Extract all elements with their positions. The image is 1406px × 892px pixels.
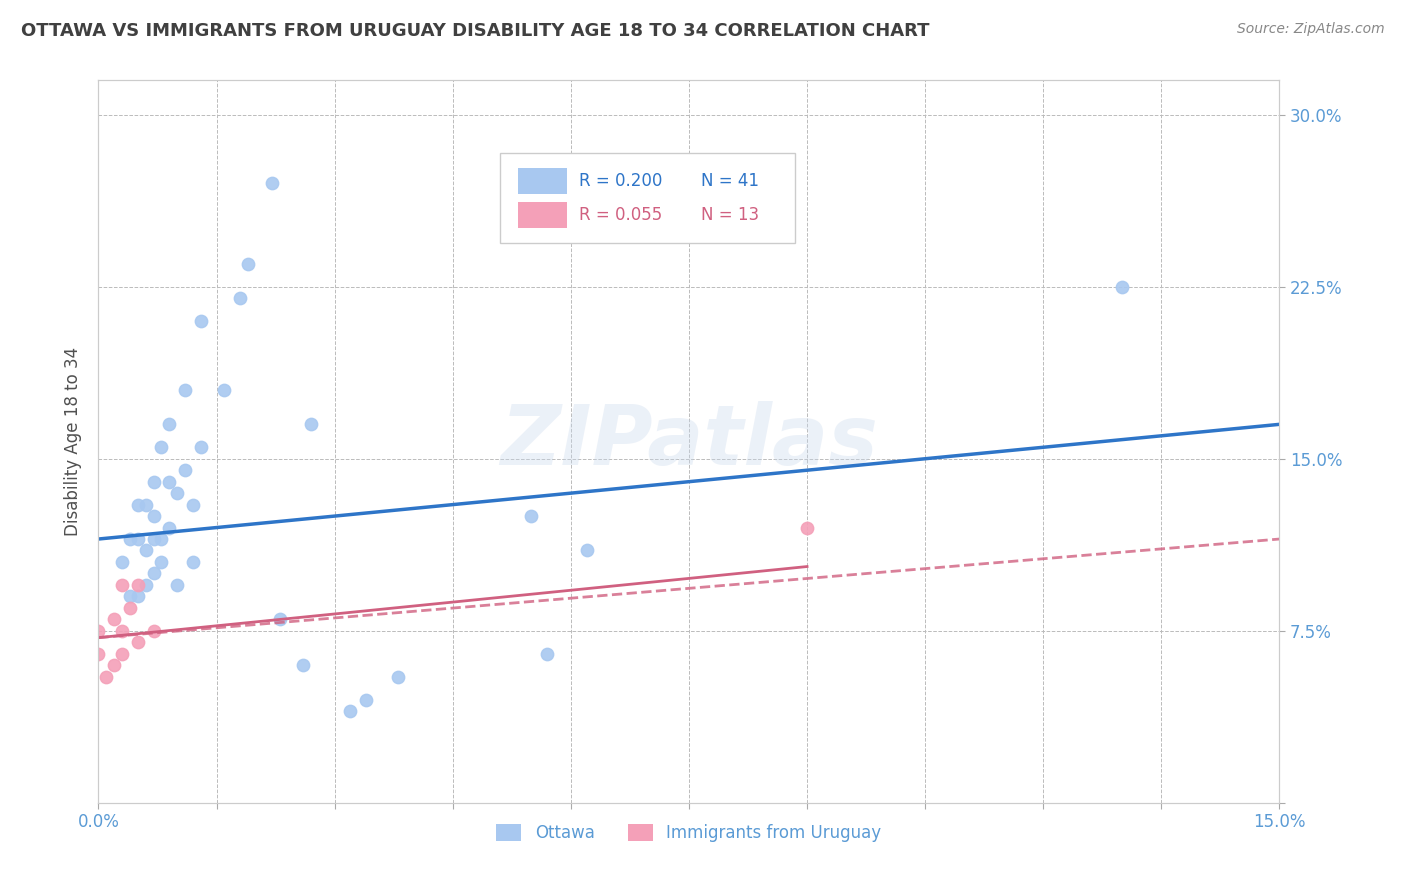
Point — [292, 658, 315, 673]
Point — [103, 612, 125, 626]
Point — [387, 670, 409, 684]
Point — [214, 383, 236, 397]
Point — [118, 590, 141, 604]
Point — [190, 440, 212, 454]
Point — [520, 509, 543, 524]
Point — [339, 704, 361, 718]
Point — [111, 578, 134, 592]
Point — [87, 647, 110, 661]
Point — [299, 417, 322, 432]
Point — [127, 532, 149, 546]
Text: Source: ZipAtlas.com: Source: ZipAtlas.com — [1237, 22, 1385, 37]
Point — [166, 578, 188, 592]
Point — [354, 692, 377, 706]
Point — [181, 555, 204, 569]
FancyBboxPatch shape — [517, 202, 567, 228]
Point — [157, 520, 180, 534]
Point — [229, 291, 252, 305]
Text: ZIPatlas: ZIPatlas — [501, 401, 877, 482]
Point — [135, 498, 157, 512]
Point — [150, 440, 173, 454]
FancyBboxPatch shape — [501, 153, 796, 243]
Point — [575, 543, 598, 558]
Text: R = 0.200: R = 0.200 — [579, 172, 662, 190]
Legend: Ottawa, Immigrants from Uruguay: Ottawa, Immigrants from Uruguay — [489, 817, 889, 848]
Point — [190, 314, 212, 328]
Text: R = 0.055: R = 0.055 — [579, 206, 662, 225]
Point — [157, 475, 180, 489]
Point — [142, 624, 165, 638]
Point — [166, 486, 188, 500]
Point — [127, 635, 149, 649]
Point — [796, 520, 818, 534]
Point — [1111, 279, 1133, 293]
Point — [236, 257, 259, 271]
Point — [150, 532, 173, 546]
Point — [96, 670, 118, 684]
Point — [181, 498, 204, 512]
Text: N = 13: N = 13 — [700, 206, 759, 225]
FancyBboxPatch shape — [517, 168, 567, 194]
Point — [127, 498, 149, 512]
Point — [142, 532, 165, 546]
Point — [103, 658, 125, 673]
Point — [157, 417, 180, 432]
Point — [142, 566, 165, 581]
Point — [111, 555, 134, 569]
Point — [111, 647, 134, 661]
Point — [111, 624, 134, 638]
Text: OTTAWA VS IMMIGRANTS FROM URUGUAY DISABILITY AGE 18 TO 34 CORRELATION CHART: OTTAWA VS IMMIGRANTS FROM URUGUAY DISABI… — [21, 22, 929, 40]
Point — [87, 624, 110, 638]
Point — [536, 647, 558, 661]
Point — [127, 590, 149, 604]
Point — [150, 555, 173, 569]
Point — [118, 600, 141, 615]
Point — [142, 509, 165, 524]
Point — [118, 532, 141, 546]
Point — [135, 578, 157, 592]
Point — [142, 475, 165, 489]
Text: N = 41: N = 41 — [700, 172, 759, 190]
Point — [135, 543, 157, 558]
Point — [127, 578, 149, 592]
Point — [269, 612, 291, 626]
Y-axis label: Disability Age 18 to 34: Disability Age 18 to 34 — [65, 347, 83, 536]
Point — [174, 463, 197, 477]
Point — [174, 383, 197, 397]
Point — [260, 177, 283, 191]
